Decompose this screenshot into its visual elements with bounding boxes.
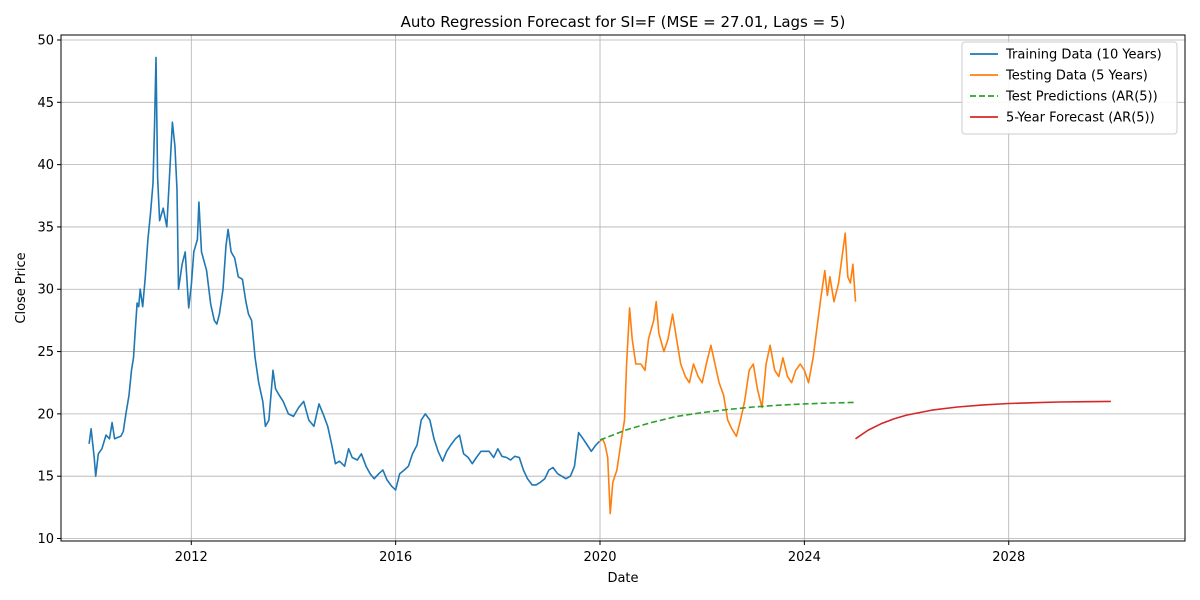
y-tick-label: 10 xyxy=(37,532,54,547)
legend-box xyxy=(961,41,1178,135)
y-tick-label: 45 xyxy=(37,96,54,111)
grid-lines xyxy=(61,35,1185,541)
x-tick-label: 2024 xyxy=(788,550,821,565)
chart-title: Auto Regression Forecast for SI=F (MSE =… xyxy=(401,13,846,31)
plot-frame xyxy=(60,34,1186,542)
series-line xyxy=(88,56,601,491)
x-axis: 2012 2016 2020 2024 2028 xyxy=(175,541,1025,565)
x-tick-label: 2028 xyxy=(992,550,1025,565)
y-tick-label: 50 xyxy=(37,33,54,48)
x-tick-label: 2016 xyxy=(379,550,412,565)
y-axis: 10 15 20 25 30 35 40 45 50 xyxy=(37,33,61,547)
y-tick-label: 20 xyxy=(37,407,54,422)
legend-label: 5-Year Forecast (AR(5)) xyxy=(1006,111,1155,126)
series-line xyxy=(855,400,1111,440)
x-tick-label: 2020 xyxy=(583,550,616,565)
y-tick-label: 30 xyxy=(37,283,54,298)
x-tick-label: 2012 xyxy=(175,550,208,565)
legend-label: Testing Data (5 Years) xyxy=(1005,69,1148,84)
legend-label: Training Data (10 Years) xyxy=(1005,48,1162,63)
y-tick-label: 35 xyxy=(37,220,54,235)
x-axis-label: Date xyxy=(607,571,638,586)
y-tick-label: 25 xyxy=(37,345,54,360)
y-axis-label: Close Price xyxy=(14,252,29,323)
legend-label: Test Predictions (AR(5)) xyxy=(1005,90,1158,105)
series-layer xyxy=(88,56,1111,515)
series-line xyxy=(599,232,857,515)
series-line xyxy=(599,401,856,441)
legend: Training Data (10 Years) Testing Data (5 … xyxy=(961,41,1178,135)
y-tick-label: 15 xyxy=(37,470,54,485)
y-tick-label: 40 xyxy=(37,158,54,173)
